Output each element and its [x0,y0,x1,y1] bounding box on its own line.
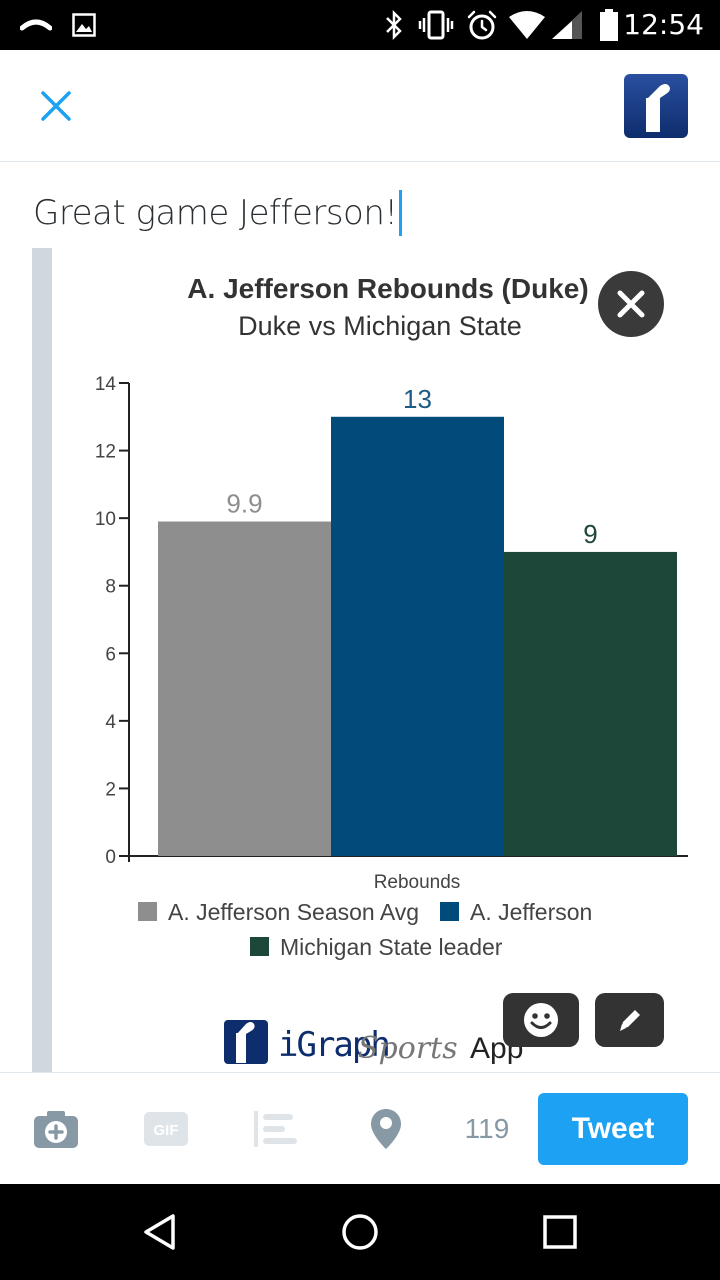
compose-header [0,50,720,162]
y-tick-label: 6 [105,644,116,665]
location-button[interactable] [356,1073,416,1185]
gif-icon: GIF [144,1112,188,1146]
bar-value-label: 9.9 [226,489,262,519]
battery-icon [598,0,620,50]
system-navigation-bar [0,1184,720,1280]
back-icon [144,1214,175,1250]
remove-media-button[interactable] [598,271,664,337]
close-icon [41,91,71,121]
tweet-text-input[interactable]: Great game Jefferson! [33,190,402,236]
recents-icon [543,1215,577,1249]
status-time: 12:54 [623,8,704,41]
legend-swatch [440,902,459,921]
x-axis-label: Rebounds [374,872,461,893]
igraph-logo[interactable] [624,74,688,138]
back-button[interactable] [100,1184,220,1280]
igraph-logo-icon [646,84,670,132]
legend-label: A. Jefferson [470,899,592,925]
y-tick-label: 14 [95,374,117,395]
compose-toolbar: GIF 119 Tweet [0,1072,720,1184]
bar-value-label: 13 [403,384,432,414]
igraph-sports-brand: iGraph Sports App [224,1020,523,1066]
chart-title: A. Jefferson Rebounds (Duke) [187,273,588,304]
y-tick-label: 12 [95,442,116,463]
camera-add-icon [34,1111,78,1148]
alarm-icon [466,0,498,50]
bar [158,521,331,856]
attachment-edge [32,248,52,1072]
y-tick-label: 2 [105,779,116,800]
poll-icon [254,1111,297,1147]
text-caret [398,190,402,236]
y-tick-label: 10 [95,509,116,530]
attached-chart: A. Jefferson Rebounds (Duke) Duke vs Mic… [52,248,720,1072]
location-pin-icon [371,1109,401,1149]
cast-icon [20,0,52,50]
vibrate-icon [418,0,454,50]
tweet-button[interactable]: Tweet [538,1093,688,1165]
edit-media-button[interactable] [595,993,664,1047]
signal-icon [550,0,584,50]
close-button[interactable] [30,80,82,132]
bluetooth-icon [384,0,404,50]
y-tick-label: 0 [105,847,116,868]
close-icon [617,290,645,318]
legend-label: Michigan State leader [280,934,503,960]
chart-subtitle: Duke vs Michigan State [238,311,522,341]
legend-swatch [138,902,157,921]
legend-label: A. Jefferson Season Avg [168,899,419,925]
status-bar: 12:54 [0,0,720,50]
home-button[interactable] [300,1184,420,1280]
bar-value-label: 9 [583,519,597,549]
home-icon [342,1214,378,1250]
wifi-icon [508,0,546,50]
image-icon [72,0,96,50]
brand-graph-text: iGraph [278,1025,389,1065]
bar [331,416,504,856]
character-count: 119 [464,1113,510,1144]
pencil-icon [619,1010,640,1031]
poll-button[interactable] [244,1073,308,1185]
tweet-text: Great game Jefferson! [33,193,398,233]
sticker-button[interactable] [503,993,579,1047]
legend-swatch [250,937,269,956]
gif-label: GIF [154,1122,179,1139]
recents-button[interactable] [500,1184,620,1280]
y-tick-label: 8 [105,577,116,598]
gif-button[interactable]: GIF [134,1073,198,1185]
bar [504,551,677,856]
brand-sports-text: Sports [358,1031,458,1066]
bar-chart: A. Jefferson Rebounds (Duke) Duke vs Mic… [95,273,688,1066]
add-photo-button[interactable] [24,1073,88,1185]
smiley-icon [524,1003,558,1037]
y-tick-label: 4 [105,712,116,733]
